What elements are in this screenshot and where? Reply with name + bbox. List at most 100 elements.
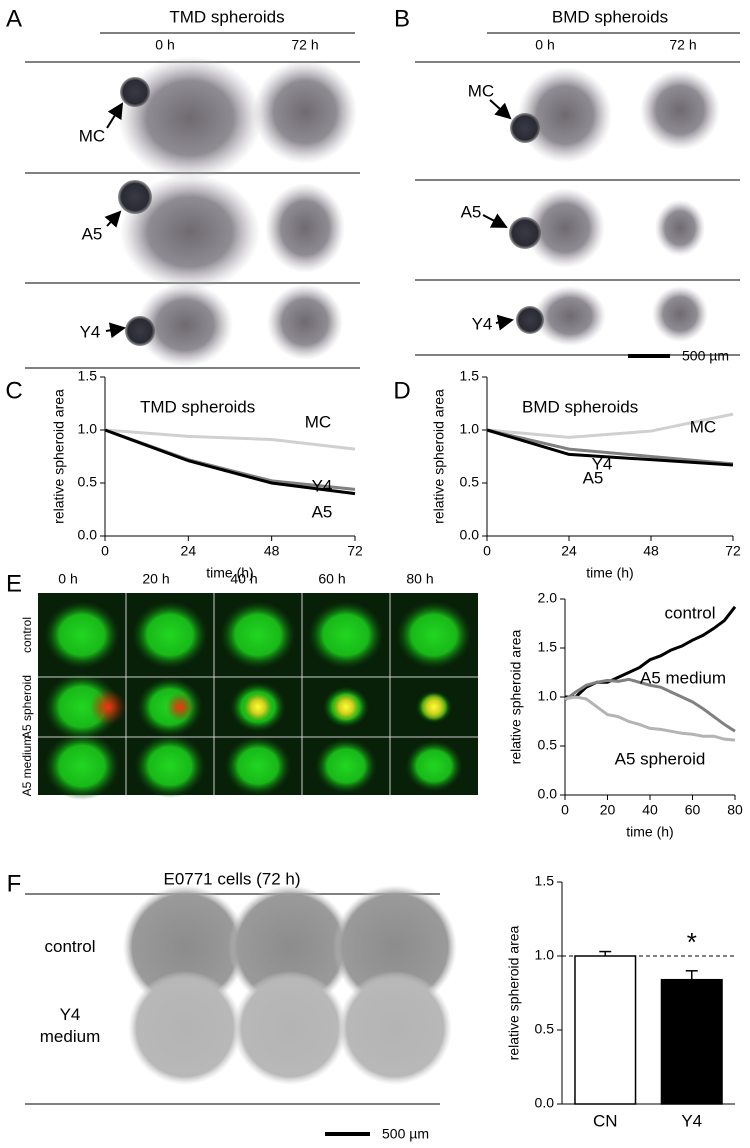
scale-bar-label: 500 µm (682, 348, 729, 364)
bar (574, 955, 637, 1105)
y-axis-label: relative spheroid area (506, 925, 522, 1060)
spheroid-image (333, 885, 457, 1009)
y-tick-label: 0.0 (78, 527, 98, 543)
y-tick-label: 1.5 (78, 368, 98, 384)
small-spheroid (118, 180, 152, 214)
y-tick-label: 0.0 (535, 1095, 555, 1111)
spheroid-image (265, 183, 345, 273)
y-tick-label: 1.5 (535, 873, 555, 889)
series-label: A5 (583, 468, 604, 487)
row-label: Y4 (472, 314, 493, 333)
y-tick-label: 0.0 (460, 527, 480, 543)
series-line (486, 428, 734, 467)
y-axis-label: relative spheroid area (431, 389, 447, 524)
row-label: A5 medium (20, 736, 34, 797)
spheroid-image (534, 286, 606, 346)
x-tick-label: CN (593, 1111, 618, 1130)
merged-spheroid (166, 693, 194, 721)
x-axis-label: time (h) (586, 565, 633, 581)
panel-title: BMD spheroids (552, 7, 668, 26)
small-spheroid (516, 306, 544, 334)
fluorescence-spheroid (44, 732, 120, 800)
panel-label: A (6, 5, 22, 32)
column-label: 72 h (669, 37, 696, 53)
series-line (564, 695, 736, 742)
arrow (106, 102, 124, 129)
small-spheroid (125, 316, 155, 346)
panel-title: TMD spheroids (169, 7, 284, 26)
spheroid-image (655, 200, 705, 256)
arrow (495, 314, 514, 331)
series-line (104, 428, 356, 451)
x-tick-label: 60 (685, 802, 701, 818)
series-line (486, 428, 734, 466)
column-label: 0 h (58, 571, 77, 587)
row-label: A5 (82, 224, 103, 243)
arrow (482, 213, 508, 228)
x-tick-label: 72 (725, 543, 741, 559)
spheroid-image (118, 56, 262, 180)
fluorescence-spheroid (405, 740, 463, 792)
fluorescence-spheroid (224, 736, 292, 796)
series-label: A5 medium (640, 668, 726, 687)
y-tick-label: 1.0 (538, 688, 558, 704)
x-tick-label: 0 (101, 543, 109, 559)
fluorescence-spheroid (44, 601, 120, 669)
x-tick-label: Y4 (681, 1111, 702, 1130)
x-tick-label: 48 (264, 543, 280, 559)
x-tick-label: 24 (561, 543, 577, 559)
chart-title: BMD spheroids (522, 397, 638, 416)
x-tick-label: 40 (642, 802, 658, 818)
y-tick-label: 2.0 (538, 590, 558, 606)
bar (660, 978, 723, 1105)
series-label: A5 spheroid (615, 749, 706, 768)
row-label: MC (79, 126, 105, 145)
x-tick-label: 20 (600, 802, 616, 818)
small-spheroid (510, 113, 540, 143)
row-label: A5 (461, 202, 482, 221)
panel-label: B (394, 5, 410, 32)
x-tick-label: 72 (347, 543, 363, 559)
y-tick-label: 1.0 (460, 421, 480, 437)
column-label: 72 h (291, 37, 318, 53)
series-label: Y4 (592, 454, 613, 473)
merged-spheroid (244, 693, 272, 721)
series-line (104, 428, 356, 496)
spheroid-image (518, 67, 612, 163)
column-label: 40 h (230, 571, 257, 587)
x-tick-label: 0 (561, 802, 569, 818)
fluorescence-spheroid (314, 738, 378, 794)
fluorescence-spheroid (44, 673, 120, 741)
column-label: 20 h (142, 571, 169, 587)
series-label: control (664, 603, 715, 622)
y-axis-label: relative spheroid area (51, 389, 67, 524)
y-axis-label: relative spheroid area (508, 629, 524, 764)
spheroid-image (137, 283, 233, 367)
small-spheroid (509, 217, 541, 249)
arrow (104, 210, 122, 228)
column-label: 0 h (535, 37, 554, 53)
spheroid-image (233, 971, 347, 1085)
panel-title: E0771 cells (72 h) (163, 869, 300, 888)
y-tick-label: 1.0 (78, 421, 98, 437)
y-tick-label: 0.0 (538, 786, 558, 802)
x-axis-label: time (h) (206, 565, 253, 581)
x-axis-label: time (h) (626, 824, 673, 840)
panel-label: C (5, 377, 22, 404)
arrow (489, 99, 512, 120)
panel-label: F (7, 870, 22, 897)
fluorescence-spheroid (396, 601, 472, 669)
row-label: Y4 medium (39, 1005, 101, 1046)
spheroid-image (338, 971, 452, 1085)
y-tick-label: 0.5 (460, 474, 480, 490)
series-label: A5 (312, 502, 333, 521)
spheroid-image (253, 60, 357, 164)
spheroid-image (640, 70, 720, 150)
y-tick-label: 1.0 (535, 947, 555, 963)
series-line (486, 412, 734, 439)
column-label: 0 h (155, 37, 174, 53)
scale-bar-label: 500 µm (382, 1126, 429, 1142)
y-tick-label: 0.5 (538, 737, 558, 753)
